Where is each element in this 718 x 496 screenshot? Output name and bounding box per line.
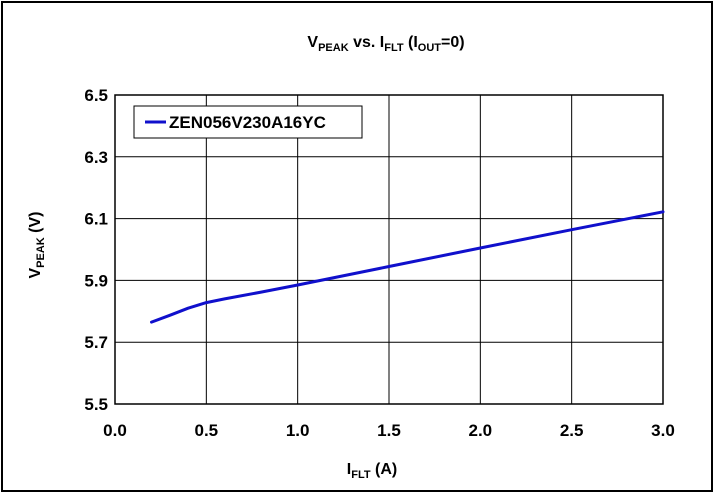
x-tick-label: 2.5 [560,421,584,440]
x-tick-label: 0.5 [195,421,219,440]
y-tick-label: 6.1 [84,210,108,229]
y-tick-label: 6.5 [84,86,108,105]
series-lines [150,210,665,324]
x-tick-label: 3.0 [651,421,675,440]
legend-box [133,105,363,139]
plot-border [114,94,664,405]
x-tick-label: 1.5 [377,421,401,440]
y-tick-label: 5.9 [84,271,108,290]
legend: ZEN056V230A16YC [133,105,363,139]
y-axis-label: VPEAK (V) [27,211,47,278]
legend-label: ZEN056V230A16YC [169,113,326,132]
plot-border-rect [114,94,664,405]
y-tick-labels: 5.5 5.7 5.9 6.1 6.3 6.5 [84,86,108,414]
x-tick-labels: 0.0 0.5 1.0 1.5 2.0 2.5 3.0 [103,421,675,440]
y-tick-label: 5.7 [84,333,108,352]
x-tick-label: 2.0 [469,421,493,440]
chart-title: VPEAK vs. IFLT (IOUT=0) [307,34,464,54]
x-axis-label: IFLT (A) [347,461,397,481]
series-line [150,210,665,324]
y-tick-label: 5.5 [84,395,108,414]
x-tick-label: 1.0 [286,421,310,440]
x-tick-label: 0.0 [103,421,127,440]
y-tick-label: 6.3 [84,148,108,167]
